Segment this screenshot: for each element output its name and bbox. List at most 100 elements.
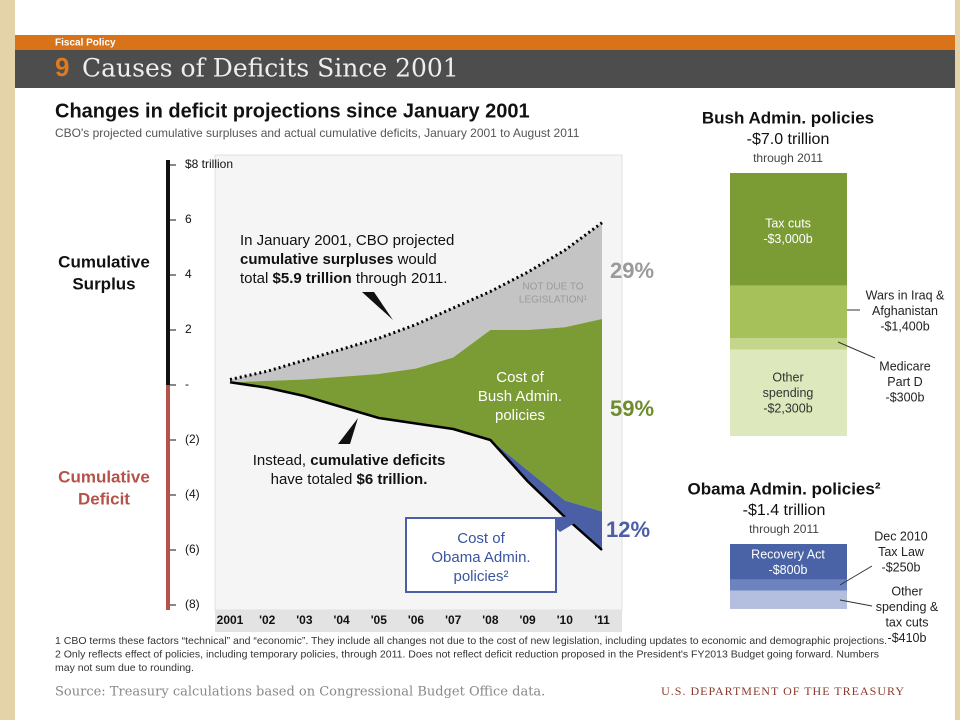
bar-subtitle: -$1.4 trillion	[743, 502, 826, 519]
source: Source: Treasury calculations based on C…	[55, 685, 545, 700]
annotation: Cumulative	[58, 252, 150, 271]
footnote: may not sum due to rounding.	[55, 662, 194, 674]
x-tick-label: '05	[371, 613, 388, 627]
bar-segment	[730, 349, 847, 436]
y-tick-label: 4	[185, 267, 192, 281]
segment-value: -$3,000b	[763, 232, 812, 246]
annotation: 12%	[606, 517, 650, 542]
y-tick-label: $8 trillion	[185, 157, 233, 171]
segment-label: Afghanistan	[872, 304, 938, 318]
callout-pointer	[338, 418, 358, 444]
section-label: Fiscal Policy	[55, 38, 116, 49]
bar-segment	[730, 579, 847, 591]
segment-label: tax cuts	[885, 615, 928, 629]
y-tick-label: 2	[185, 322, 192, 336]
section-bar	[15, 35, 955, 50]
annotation-part: $6 trillion.	[357, 471, 428, 488]
bar-note: through 2011	[753, 151, 823, 165]
area-band	[230, 222, 602, 383]
annotation-part: through 2011.	[352, 270, 448, 287]
bar-segment	[730, 338, 847, 350]
annotation-part: $5.9 trillion	[273, 270, 352, 287]
callout-pointer	[362, 292, 393, 320]
segment-label: Other	[772, 370, 803, 384]
annotation: policies²	[453, 568, 508, 585]
annotation: policies	[495, 407, 545, 424]
y-tick-label: (2)	[185, 432, 200, 446]
annotation: Cumulative	[58, 467, 150, 486]
segment-label: Tax Law	[878, 545, 925, 559]
x-tick-label: '06	[408, 613, 425, 627]
segment-label: Medicare	[879, 359, 930, 373]
annotation-part: total	[240, 270, 273, 287]
bar-title: Obama Admin. policies²	[687, 479, 880, 498]
segment-label: Tax cuts	[765, 216, 811, 230]
annotation: Deficit	[78, 489, 130, 508]
segment-label: Other	[891, 584, 922, 598]
y-tick-label: (6)	[185, 542, 200, 556]
slide-number: 9	[55, 52, 69, 82]
segment-value: -$410b	[888, 631, 927, 645]
x-tick-label: '09	[519, 613, 536, 627]
annotation: 29%	[610, 258, 654, 283]
annotation: total $5.9 trillion through 2011.	[240, 270, 447, 287]
annotation: Cost of	[457, 530, 505, 547]
series-line	[229, 221, 603, 381]
annotation: Obama Admin.	[431, 549, 530, 566]
surplus-bar	[166, 160, 170, 385]
x-tick-label: '04	[333, 613, 350, 627]
segment-label: Dec 2010	[874, 529, 928, 543]
x-tick-label: '03	[296, 613, 313, 627]
annotation-part: have totaled	[271, 471, 357, 488]
annotation: have totaled $6 trillion.	[271, 471, 428, 488]
annotation: NOT DUE TO	[522, 282, 583, 293]
annotation: cumulative surpluses would	[240, 251, 437, 268]
bar-title: Bush Admin. policies	[702, 108, 874, 127]
segment-label: Recovery Act	[751, 547, 825, 561]
segment-label: Wars in Iraq &	[866, 288, 945, 302]
x-tick-label: 2001	[217, 613, 244, 627]
bar-note: through 2011	[749, 522, 819, 536]
segment-label: spending &	[876, 600, 939, 614]
annotation-part: would	[393, 251, 436, 268]
annotation: 59%	[610, 396, 654, 421]
annotation: Cost of	[496, 369, 544, 386]
annotation: Bush Admin.	[478, 388, 562, 405]
leader-line	[837, 341, 876, 359]
deficit-bar	[166, 385, 170, 610]
chart-title: Changes in deficit projections since Jan…	[55, 100, 530, 122]
annotation: LEGISLATION¹	[519, 295, 588, 306]
x-tick-label: '02	[259, 613, 276, 627]
x-tick-label: '10	[557, 613, 574, 627]
footnote: 1 CBO terms these factors “technical” an…	[55, 635, 887, 647]
bar-segment	[730, 173, 847, 286]
bar-segment	[730, 590, 847, 609]
segment-label: Part D	[887, 375, 922, 389]
x-axis-strip	[215, 610, 622, 632]
obama-callout-box	[405, 517, 557, 593]
leader-line	[839, 599, 873, 607]
x-tick-label: '11	[594, 613, 610, 627]
bar-segment	[730, 544, 847, 580]
segment-value: -$800b	[769, 563, 808, 577]
chart-subtitle: CBO's projected cumulative surpluses and…	[55, 126, 580, 140]
annotation: In January 2001, CBO projected	[240, 232, 454, 249]
y-tick-label: 6	[185, 212, 192, 226]
segment-value: -$2,300b	[763, 401, 812, 415]
series-line	[229, 381, 603, 551]
segment-value: -$300b	[886, 390, 925, 404]
area-band	[230, 319, 602, 512]
annotation: Surplus	[72, 274, 135, 293]
y-tick-label: (4)	[185, 487, 200, 501]
areas	[229, 221, 603, 551]
annotation-part: cumulative deficits	[310, 452, 445, 469]
title-bar	[15, 50, 955, 88]
y-tick-label: -	[185, 377, 189, 391]
slide-title: Causes of Deficits Since 2001	[82, 54, 459, 83]
agency: U.S. DEPARTMENT OF THE TREASURY	[661, 684, 905, 698]
annotation-part: Instead,	[253, 452, 311, 469]
segment-label: spending	[763, 386, 814, 400]
bar-subtitle: -$7.0 trillion	[747, 131, 830, 148]
y-tick-label: (8)	[185, 597, 200, 611]
